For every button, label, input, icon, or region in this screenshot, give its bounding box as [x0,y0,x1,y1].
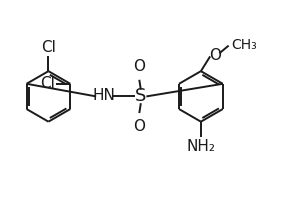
Text: CH₃: CH₃ [232,38,258,52]
Text: Cl: Cl [40,76,55,91]
Text: Cl: Cl [41,40,56,55]
Text: NH₂: NH₂ [186,139,216,154]
Text: O: O [133,119,145,134]
Text: O: O [209,48,221,63]
Text: S: S [135,87,146,105]
Text: HN: HN [92,88,115,103]
Text: O: O [133,59,145,74]
